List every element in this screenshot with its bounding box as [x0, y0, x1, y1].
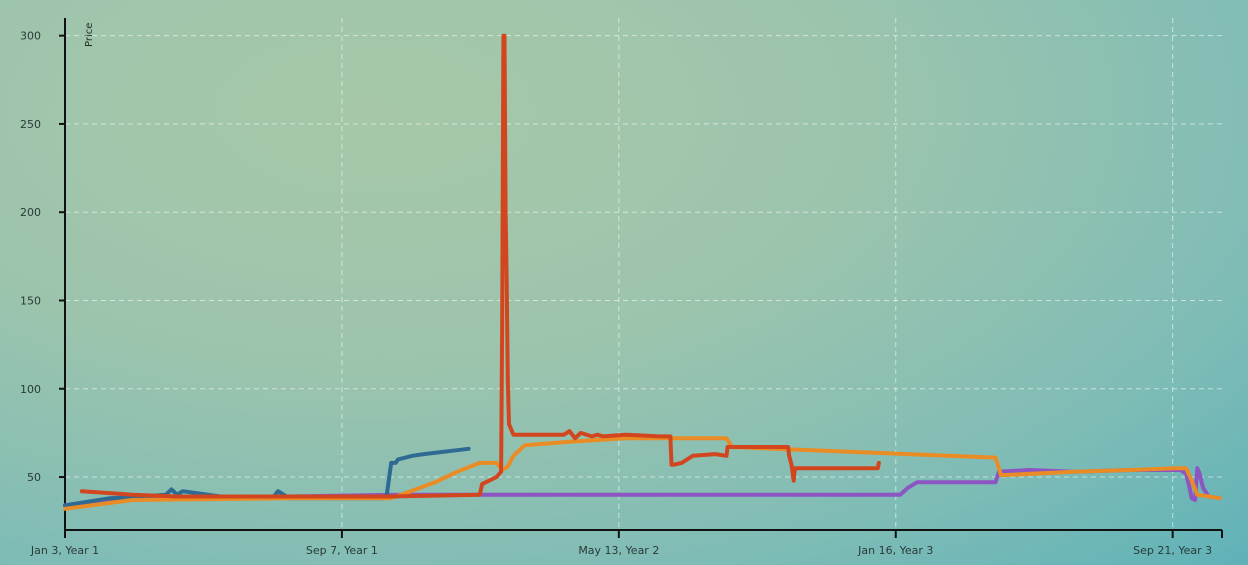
y-axis-title: Price — [84, 23, 95, 47]
y-tick-label: 300 — [20, 30, 41, 43]
x-tick-label: Jan 16, Year 3 — [857, 544, 933, 557]
series-line-2 — [79, 33, 881, 499]
x-tick-label: Sep 21, Year 3 — [1133, 544, 1212, 557]
y-tick-label: 250 — [20, 118, 41, 131]
y-tick-label: 100 — [20, 383, 41, 396]
axes: Price — [64, 18, 1222, 531]
grid — [64, 18, 1222, 530]
series-group — [63, 33, 1222, 511]
x-tick-label: Jan 3, Year 1 — [30, 544, 99, 557]
series-line-4 — [63, 436, 1222, 511]
ticks: 50 100 150 200 250 300 Jan 3, Year 1 Sep 7, Yea… — [20, 30, 1223, 557]
x-tick-label: May 13, Year 2 — [578, 544, 659, 557]
x-tick-label: Sep 7, Year 1 — [306, 544, 378, 557]
y-tick-label: 200 — [20, 206, 41, 219]
y-tick-label: 50 — [27, 471, 41, 484]
y-tick-label: 150 — [20, 294, 41, 307]
